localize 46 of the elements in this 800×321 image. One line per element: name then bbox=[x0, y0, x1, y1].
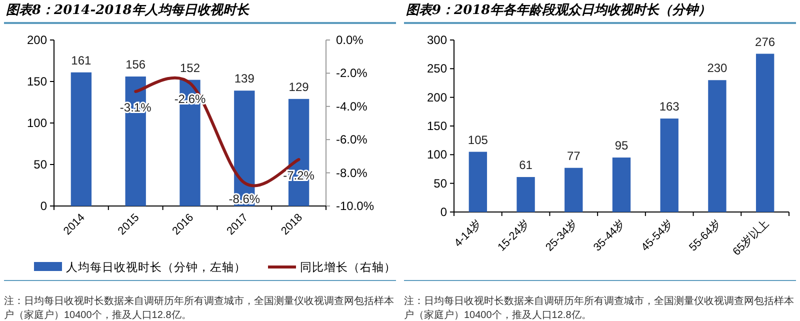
legend-label: 人均每日收视时长（分钟，左轴） bbox=[66, 261, 246, 274]
data-label: 129 bbox=[288, 80, 310, 94]
y-tick-label: 150 bbox=[26, 74, 48, 88]
y-tick-label: 200 bbox=[26, 33, 48, 47]
bar bbox=[516, 177, 535, 212]
text: 注：日均每日收视时长数据来自调研历年所有调查城市，全国测量仪收视调查网包括样本户（家庭户）10400个，推及人口12.8亿。 bbox=[4, 280, 396, 321]
data-label: 163 bbox=[659, 100, 680, 114]
y2-tick-label: -4.0% bbox=[336, 99, 368, 114]
bar bbox=[468, 152, 488, 212]
data-label: 77 bbox=[566, 148, 581, 163]
data-label: 230 bbox=[707, 61, 728, 76]
data-label: 61 bbox=[519, 158, 533, 172]
chart-title: 图表8：2014-2018年人均每日收视时长 bbox=[4, 0, 396, 24]
data-label: 105 bbox=[468, 132, 488, 147]
data-label: 156 bbox=[126, 58, 146, 72]
x-tick-label: 4-14岁 bbox=[452, 218, 484, 250]
text: 注：日均每日收视时长数据来自调研历年所有调查城市，全国测量仪收视调查网包括样本户（家庭户）10400个，推及人口12.8亿。 bbox=[404, 280, 796, 321]
bar bbox=[564, 168, 583, 212]
y2-tick-label: -2.0% bbox=[336, 66, 368, 80]
bar bbox=[708, 80, 726, 212]
y-tick-label: 0 bbox=[440, 205, 448, 219]
data-label: 152 bbox=[180, 60, 200, 75]
y-tick-label: 200 bbox=[426, 90, 448, 104]
y-tick-label: 50 bbox=[434, 176, 448, 190]
chart-title: 图表9：2018年各年龄段观众日均收视时长（分钟） bbox=[404, 0, 796, 24]
y-tick-label: 50 bbox=[34, 158, 48, 172]
data-label: 139 bbox=[234, 72, 255, 86]
y2-tick-label: -10.0% bbox=[336, 199, 374, 213]
bar bbox=[756, 54, 774, 212]
y-tick-label: 100 bbox=[26, 116, 48, 130]
data-label: 161 bbox=[71, 53, 92, 68]
y-tick-label: 150 bbox=[426, 119, 448, 133]
bar bbox=[660, 118, 678, 212]
bar bbox=[612, 158, 631, 212]
legend-label: 同比增长（右轴） bbox=[300, 261, 396, 274]
y-tick-label: 300 bbox=[426, 33, 448, 47]
y-tick-label: 0 bbox=[40, 199, 48, 213]
y2-tick-label: 0.0% bbox=[336, 33, 364, 47]
y-tick-label: 250 bbox=[426, 62, 448, 76]
y2-tick-label: -6.0% bbox=[336, 132, 368, 147]
y-tick-label: 100 bbox=[426, 148, 448, 162]
bar bbox=[70, 72, 92, 206]
x-tick-label: 65岁以上 bbox=[730, 216, 772, 258]
data-label: 276 bbox=[755, 34, 776, 49]
data-label: 95 bbox=[614, 138, 628, 153]
y2-tick-label: -8.0% bbox=[336, 166, 368, 180]
